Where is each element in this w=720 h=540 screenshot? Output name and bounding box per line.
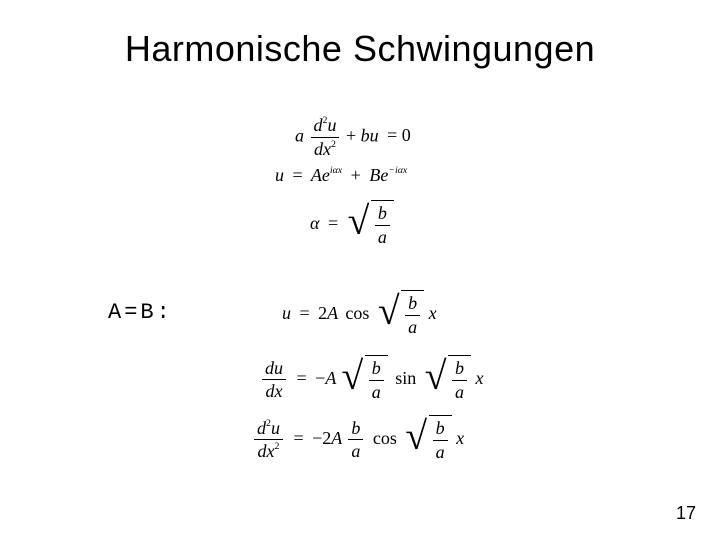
slide-title: Harmonische Schwingungen <box>0 28 720 70</box>
fraction-d2u-dx2-b: d2u dx2 <box>254 418 283 462</box>
sqrt-b-over-a: √ b a <box>348 200 394 249</box>
equation-u: u = 2A cos √ b a x <box>282 290 437 339</box>
fraction-b-a: b a <box>348 418 363 462</box>
equation-alpha: α = √ b a <box>310 200 394 249</box>
equation-general-solution: u = Aeiαx + Be−iαx <box>275 165 407 186</box>
page-number: 17 <box>676 503 696 524</box>
sqrt-ba-1: √ b a <box>378 290 424 339</box>
equation-ode: a d2u dx2 + bu = 0 <box>295 115 411 159</box>
case-label: A=B: <box>108 300 173 325</box>
coef-a: a <box>295 125 304 145</box>
equation-d2u-dx2: d2u dx2 = −2A b a cos √ b a x <box>252 415 464 464</box>
slide: Harmonische Schwingungen a d2u dx2 + bu … <box>0 0 720 540</box>
fraction-du-dx: du dx <box>262 358 286 402</box>
fraction-d2u-dx2: d2u dx2 <box>311 115 340 159</box>
sqrt-ba-2b: √ b a <box>425 355 471 404</box>
sqrt-ba-2a: √ b a <box>341 355 387 404</box>
equation-du-dx: du dx = −A √ b a sin √ b a x <box>260 355 483 404</box>
sqrt-ba-3: √ b a <box>405 415 451 464</box>
